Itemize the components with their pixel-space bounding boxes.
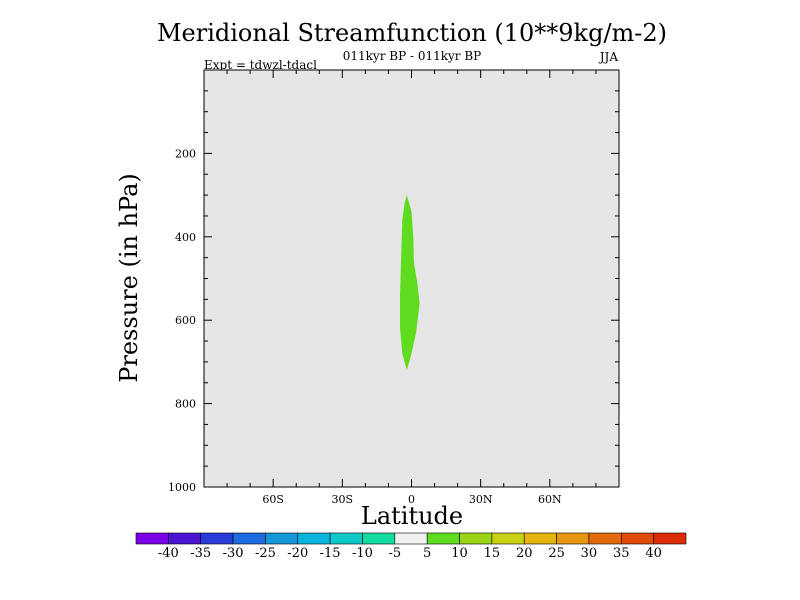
colorbar-swatch [329,532,363,545]
colorbar-swatch [556,532,590,545]
x-tick-label: 0 [408,493,415,506]
contour-region-0 [400,195,420,371]
colorbar-swatch [620,532,654,545]
colorbar-label: 30 [581,546,598,561]
y-tick-label: 800 [175,398,196,411]
colorbar-label: -35 [190,546,211,561]
colorbar-swatch [523,532,557,545]
chart-title: Meridional Streamfunction (10**9kg/m-2) [157,19,667,47]
season-label: JJA [598,50,619,64]
y-tick-label: 400 [175,231,196,244]
colorbar-label: -20 [287,546,308,561]
x-tick-label: 60S [262,493,284,506]
colorbar-swatch [362,532,396,545]
y-tick-label: 200 [175,147,196,160]
colorbar-swatch [459,532,493,545]
colorbar-swatch [653,532,687,545]
colorbar-swatch [491,532,525,545]
colorbar-label: -5 [388,546,401,561]
x-tick-label: 30N [469,493,493,506]
colorbar-swatch [426,532,460,545]
colorbar-swatch [232,532,266,545]
colorbar-label: 20 [516,546,533,561]
colorbar-swatch [588,532,622,545]
colorbar-label: 10 [451,546,468,561]
colorbar-swatch [135,532,169,545]
colorbar-label: 5 [423,546,431,561]
colorbar-label: -15 [320,546,341,561]
colorbar-swatch [168,532,202,545]
experiment-label: Expt = tdwzl-tdacl [204,58,317,72]
y-axis: 200 400 600 800 1000 [168,90,619,494]
colorbar-label: -30 [223,546,244,561]
colorbar-swatch [394,532,428,545]
colorbar-swatch [297,532,331,545]
colorbar-label: 40 [645,546,662,561]
colorbar-label: -10 [352,546,373,561]
colorbar-label: 25 [548,546,565,561]
colorbar-label: -40 [158,546,179,561]
x-tick-label: 60N [538,493,562,506]
chart-subtitle: 011kyr BP - 011kyr BP [343,49,481,63]
y-tick-label: 1000 [168,481,196,494]
colorbar: -40 -35 -30 -25 -20 -15 -10 -5 5 10 15 20 25 30 35 40 [135,532,687,561]
contour-regions [400,195,420,371]
colorbar-label: 15 [484,546,501,561]
y-tick-label: 600 [175,314,196,327]
x-axis: 60S 30S 0 30N 60N [226,70,597,506]
y-axis-label: Pressure (in hPa) [115,173,143,383]
x-axis-label: Latitude [361,502,463,530]
x-tick-label: 30S [332,493,354,506]
colorbar-label: -25 [255,546,276,561]
colorbar-swatch [200,532,234,545]
colorbar-label: 35 [613,546,630,561]
colorbar-swatch [265,532,299,545]
